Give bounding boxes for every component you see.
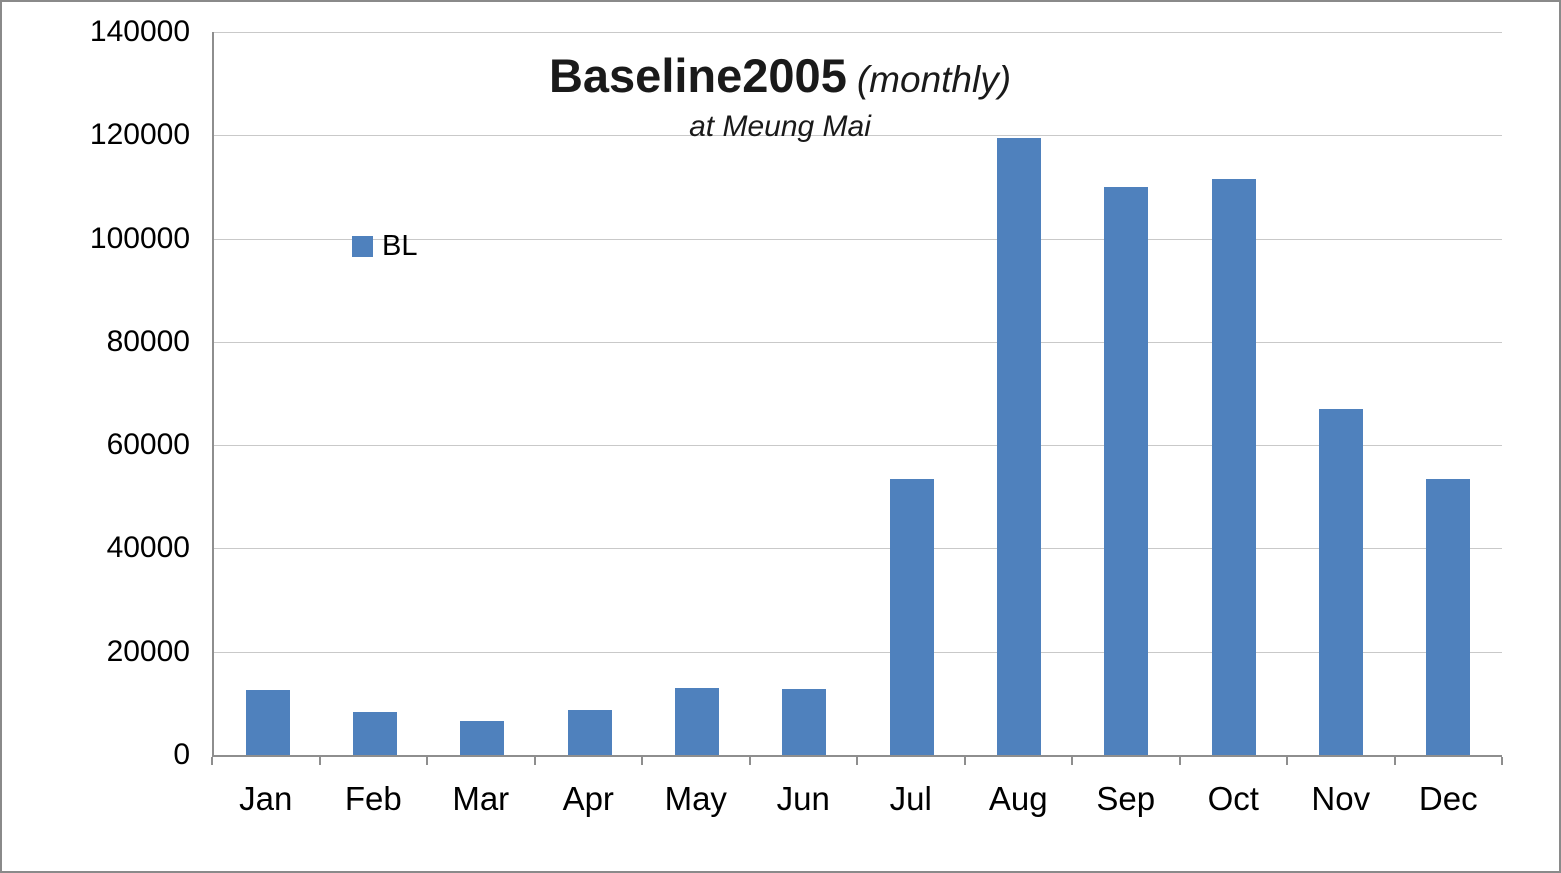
legend: BL bbox=[352, 232, 417, 261]
x-tick-label-feb: Feb bbox=[344, 780, 402, 817]
gridline bbox=[214, 548, 1502, 550]
bar-nov bbox=[1318, 409, 1363, 755]
x-tick-label-sep: Sep bbox=[1096, 780, 1156, 817]
bar-slot bbox=[751, 32, 858, 755]
x-axis-tick bbox=[426, 757, 428, 765]
bar-jan bbox=[245, 690, 290, 755]
gridline bbox=[214, 238, 1502, 240]
x-axis-tick bbox=[641, 757, 643, 765]
x-axis-tick bbox=[748, 757, 751, 765]
x-axis-tick bbox=[318, 757, 321, 765]
bar-may bbox=[674, 688, 719, 755]
x-tick-label-mar: Mar bbox=[452, 780, 510, 817]
x-tick-label-jun: Jun bbox=[776, 780, 830, 817]
x-axis-tick bbox=[1178, 757, 1181, 765]
bar-sep bbox=[1104, 186, 1149, 755]
x-axis-tick bbox=[856, 757, 858, 765]
x-tick-label-dec: Dec bbox=[1418, 780, 1478, 817]
x-tick-label-nov: Nov bbox=[1311, 780, 1371, 817]
y-tick-label: 140000 bbox=[89, 15, 190, 48]
gridline bbox=[214, 445, 1502, 447]
y-tick-label: 40000 bbox=[106, 531, 190, 565]
x-axis-labels: Jan Feb Mar Apr May Jun Jul Aug Sep Oct Nov Dec bbox=[212, 780, 1502, 818]
bar-slot bbox=[321, 32, 428, 755]
x-tick-label-may: May bbox=[664, 780, 727, 817]
bar-dec bbox=[1426, 478, 1471, 755]
legend-swatch-icon bbox=[352, 236, 373, 257]
bar-slot bbox=[214, 32, 321, 755]
x-tick-label-oct: Oct bbox=[1207, 780, 1259, 817]
chart-title-block: Baseline2005 (monthly) at Meung Mai bbox=[549, 50, 1011, 144]
x-axis-tick bbox=[1501, 757, 1503, 765]
bar-jun bbox=[782, 688, 827, 755]
plot-area bbox=[211, 32, 1503, 765]
x-tick-label-jul: Jul bbox=[889, 780, 932, 817]
y-tick-label: 80000 bbox=[106, 324, 190, 358]
bar-jul bbox=[889, 478, 934, 755]
bar-feb bbox=[352, 712, 397, 755]
x-axis-tick bbox=[963, 757, 966, 765]
x-axis-tick bbox=[1071, 757, 1073, 765]
bar-slot bbox=[1287, 32, 1394, 755]
x-ticks-layer bbox=[211, 755, 1503, 765]
gridline bbox=[214, 651, 1502, 653]
y-tick-label: 0 bbox=[173, 738, 190, 771]
chart-title: Baseline2005 (monthly) bbox=[549, 50, 1011, 102]
bar-mar bbox=[460, 721, 505, 755]
y-tick-label: 100000 bbox=[89, 221, 190, 255]
bar-slot bbox=[429, 32, 536, 755]
x-axis-tick bbox=[533, 757, 536, 765]
x-tick-label-jan: Jan bbox=[239, 780, 293, 817]
bar-slot bbox=[965, 32, 1072, 755]
y-tick-label: 20000 bbox=[106, 634, 190, 668]
bar-slot bbox=[1180, 32, 1287, 755]
y-tick-label: 60000 bbox=[106, 428, 190, 462]
x-axis-tick bbox=[211, 757, 213, 765]
bar-apr bbox=[567, 710, 612, 755]
bar-slot bbox=[643, 32, 750, 755]
bar-aug bbox=[996, 137, 1041, 755]
legend-label: BL bbox=[382, 230, 418, 262]
bar-slot bbox=[536, 32, 643, 755]
x-tick-label-apr: Apr bbox=[562, 780, 614, 817]
bar-slot bbox=[1395, 32, 1502, 755]
bar-slot bbox=[1073, 32, 1180, 755]
x-axis-tick bbox=[1393, 757, 1396, 765]
y-axis-labels: 0 20000 40000 60000 80000 100000 120000 140000 bbox=[2, 17, 200, 770]
chart-subtitle: at Meung Mai bbox=[689, 109, 871, 143]
x-tick-label-aug: Aug bbox=[988, 780, 1048, 817]
gridline bbox=[214, 32, 1502, 33]
x-axis-tick bbox=[1286, 757, 1288, 765]
bars-layer bbox=[214, 32, 1502, 755]
gridline bbox=[214, 135, 1502, 137]
chart-title-suffix: (monthly) bbox=[856, 59, 1012, 100]
gridline bbox=[214, 341, 1502, 343]
bar-oct bbox=[1211, 179, 1256, 755]
chart-title-main: Baseline2005 bbox=[548, 49, 847, 102]
bar-slot bbox=[858, 32, 965, 755]
y-tick-label: 120000 bbox=[89, 118, 190, 152]
